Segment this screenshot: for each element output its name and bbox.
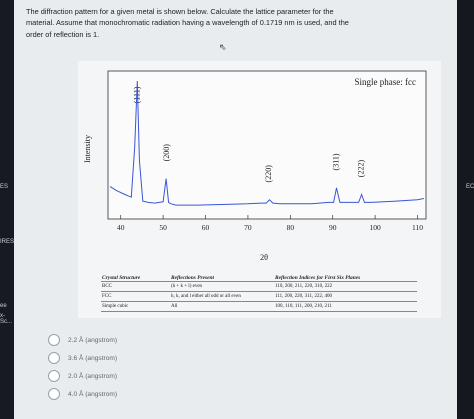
answer-option-label: 4.0 Å (angstrom) bbox=[68, 390, 118, 398]
table-cell: 110, 200, 211, 220, 310, 222 bbox=[275, 283, 333, 289]
table-cell: 111, 200, 220, 311, 222, 400 bbox=[275, 293, 332, 299]
y-axis-label: Intensity bbox=[83, 135, 92, 163]
answer-option[interactable]: 3.6 Å (angstrom) bbox=[48, 349, 117, 367]
table-cell: BCC bbox=[102, 283, 113, 289]
question-line: The diffraction pattern for a given meta… bbox=[26, 7, 334, 16]
x-tick-label: 40 bbox=[117, 223, 125, 232]
table-row: BCC (h + k + l) even 110, 200, 211, 220,… bbox=[101, 282, 417, 292]
table-cell: FCC bbox=[102, 293, 112, 299]
answer-option-label: 2.0 Å (angstrom) bbox=[68, 372, 118, 380]
answer-option[interactable]: 2.2 Å (angstrom) bbox=[48, 331, 117, 349]
table-row: Simple cubic All 100, 110, 111, 200, 210… bbox=[101, 302, 417, 312]
crystal-structure-table: Crystal Structure Reflections Present Re… bbox=[101, 273, 417, 312]
x-tick-label: 100 bbox=[369, 223, 381, 232]
table-cell: h, k, and l either all odd or all even bbox=[171, 293, 241, 299]
x-tick-label: 80 bbox=[287, 223, 295, 232]
left-background-panel: ES IRES ee x-Sc... bbox=[0, 0, 14, 419]
left-edge-label: ES bbox=[0, 184, 9, 190]
left-edge-label: IRES bbox=[0, 239, 15, 245]
mouse-cursor-icon: ⇖ bbox=[219, 42, 227, 52]
x-tick-label: 50 bbox=[159, 223, 167, 232]
table-row: FCC h, k, and l either all odd or all ev… bbox=[101, 292, 417, 302]
radio-button[interactable] bbox=[48, 370, 60, 382]
plot-frame bbox=[107, 70, 427, 220]
table-header-cell: Crystal Structure bbox=[102, 274, 141, 281]
table-cell: All bbox=[171, 303, 178, 309]
answer-option[interactable]: 4.0 Å (angstrom) bbox=[48, 385, 117, 403]
x-tick-label: 60 bbox=[202, 223, 210, 232]
x-tick-label: 70 bbox=[244, 223, 252, 232]
question-line: order of reflection is 1. bbox=[26, 29, 100, 39]
table-cell: 100, 110, 111, 200, 210, 211 bbox=[275, 303, 332, 309]
left-edge-label: ee bbox=[0, 303, 7, 309]
peak-label: (200) bbox=[162, 144, 171, 162]
right-background-panel: EC bbox=[457, 0, 474, 419]
peak-label: (222) bbox=[356, 160, 365, 178]
table-cell: (h + k + l) even bbox=[171, 283, 203, 289]
diffraction-series-line bbox=[109, 80, 424, 206]
table-header-cell: Reflections Present bbox=[171, 274, 214, 281]
answer-options: 2.2 Å (angstrom) 3.6 Å (angstrom) 2.0 Å … bbox=[48, 331, 117, 403]
answer-option[interactable]: 2.0 Å (angstrom) bbox=[48, 367, 117, 385]
x-tick-label: 90 bbox=[329, 223, 337, 232]
x-axis-ticks: 40 50 60 70 80 90 100 110 bbox=[117, 215, 423, 232]
question-line: material. Assume that monochromatic radi… bbox=[26, 18, 349, 28]
left-edge-label: x-Sc... bbox=[0, 313, 13, 325]
x-axis-label: 2θ bbox=[260, 253, 268, 261]
table-header-row: Crystal Structure Reflections Present Re… bbox=[101, 273, 417, 282]
answer-option-label: 2.2 Å (angstrom) bbox=[68, 336, 118, 344]
diffraction-chart: Single phase: fcc Intensity 2θ 40 50 60 70 8… bbox=[78, 61, 441, 318]
right-edge-label: EC bbox=[466, 184, 474, 190]
x-tick-label: 110 bbox=[412, 223, 423, 232]
radio-button[interactable] bbox=[48, 352, 60, 364]
peak-label: (220) bbox=[264, 165, 273, 183]
question-text: The diffraction pattern for a given meta… bbox=[26, 6, 451, 40]
chart-title: Single phase: fcc bbox=[355, 77, 416, 87]
diffraction-chart-svg: Single phase: fcc Intensity 2θ 40 50 60 70 8… bbox=[83, 70, 427, 261]
table-header-cell: Reflection Indices for First Six Planes bbox=[275, 274, 361, 281]
peak-label: (311) bbox=[331, 153, 340, 170]
radio-button[interactable] bbox=[48, 388, 60, 400]
answer-option-label: 3.6 Å (angstrom) bbox=[68, 354, 118, 362]
question-page: The diffraction pattern for a given meta… bbox=[14, 0, 457, 419]
radio-button[interactable] bbox=[48, 334, 60, 346]
table-cell: Simple cubic bbox=[102, 303, 129, 309]
